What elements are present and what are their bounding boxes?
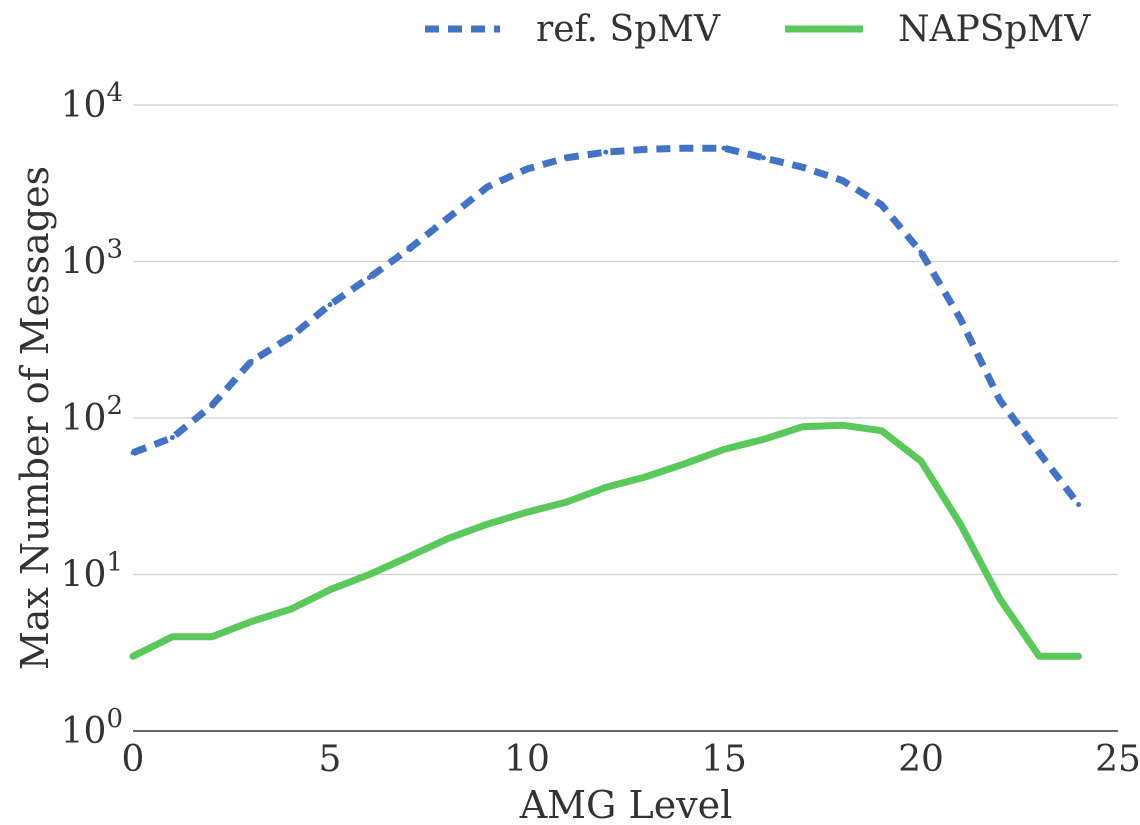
data-point bbox=[839, 177, 845, 183]
x-axis-label: AMG Level bbox=[519, 783, 733, 825]
data-point bbox=[209, 634, 215, 640]
data-point bbox=[563, 499, 569, 505]
data-point bbox=[327, 302, 333, 308]
data-point bbox=[1036, 450, 1042, 456]
data-point bbox=[406, 554, 412, 560]
y-tick-exponent: 0 bbox=[106, 704, 123, 734]
ref-spmv-series-line bbox=[131, 144, 1082, 507]
legend-label: NAPSpMV bbox=[898, 9, 1091, 50]
data-point bbox=[248, 358, 254, 364]
x-tick-label: 20 bbox=[898, 739, 944, 780]
data-point bbox=[721, 145, 727, 151]
y-tick-label: 102 bbox=[61, 391, 123, 439]
data-point bbox=[327, 587, 333, 593]
y-tick-exponent: 2 bbox=[106, 391, 123, 421]
data-point bbox=[1076, 502, 1082, 508]
data-point bbox=[918, 249, 924, 255]
data-point bbox=[839, 422, 845, 428]
data-point bbox=[997, 596, 1003, 602]
data-point bbox=[445, 535, 451, 541]
grid-layer bbox=[133, 104, 1118, 576]
y-tick-base: 10 bbox=[61, 711, 107, 752]
data-point bbox=[209, 403, 215, 409]
data-point bbox=[288, 606, 294, 612]
data-point bbox=[682, 145, 688, 151]
data-point bbox=[800, 164, 806, 170]
data-point bbox=[603, 149, 609, 155]
data-point bbox=[879, 428, 885, 434]
legend-label: ref. SpMV bbox=[536, 9, 721, 50]
data-point bbox=[800, 424, 806, 430]
data-point bbox=[366, 572, 372, 577]
data-point bbox=[760, 155, 766, 161]
x-tick-label: 10 bbox=[504, 739, 550, 780]
y-tick-base: 10 bbox=[61, 555, 107, 596]
y-tick-base: 10 bbox=[61, 242, 107, 283]
data-point bbox=[130, 450, 136, 456]
y-tick-label: 101 bbox=[61, 548, 123, 596]
data-point bbox=[524, 166, 530, 172]
y-tick-exponent: 4 bbox=[106, 78, 123, 108]
y-tick-base: 10 bbox=[61, 398, 107, 439]
data-point bbox=[524, 509, 530, 515]
data-point bbox=[169, 634, 175, 640]
data-point bbox=[957, 316, 963, 322]
y-tick-label: 103 bbox=[61, 235, 123, 283]
legend: ref. SpMV NAPSpMV bbox=[425, 9, 1091, 50]
data-point bbox=[485, 521, 491, 527]
data-point bbox=[682, 461, 688, 467]
data-point bbox=[760, 436, 766, 442]
y-tick-exponent: 1 bbox=[106, 548, 123, 578]
data-point bbox=[721, 446, 727, 452]
data-point bbox=[485, 184, 491, 190]
data-point bbox=[406, 246, 412, 252]
series-layer bbox=[129, 144, 1083, 660]
data-point bbox=[1036, 653, 1042, 659]
x-tick-label: 0 bbox=[122, 739, 145, 780]
y-tick-base: 10 bbox=[61, 85, 107, 126]
data-point bbox=[288, 334, 294, 340]
data-point bbox=[603, 484, 609, 490]
data-point bbox=[445, 215, 451, 221]
data-point bbox=[957, 521, 963, 527]
data-point bbox=[248, 619, 254, 625]
data-point bbox=[169, 435, 175, 441]
data-point bbox=[563, 155, 569, 161]
data-point bbox=[366, 275, 372, 281]
napspmv-series-line bbox=[129, 421, 1083, 660]
x-tick-label: 15 bbox=[701, 739, 747, 780]
data-point bbox=[642, 146, 648, 152]
data-point bbox=[1076, 653, 1082, 659]
y-tick-label: 104 bbox=[61, 78, 123, 126]
data-point bbox=[997, 397, 1003, 403]
data-point bbox=[130, 653, 136, 659]
data-point bbox=[918, 458, 924, 464]
data-point bbox=[879, 202, 885, 208]
y-tick-exponent: 3 bbox=[106, 235, 123, 265]
y-tick-label: 100 bbox=[61, 704, 123, 752]
data-point bbox=[642, 474, 648, 480]
y-axis-label: Max Number of Messages bbox=[13, 166, 57, 670]
x-tick-label: 5 bbox=[319, 739, 342, 780]
x-tick-label: 25 bbox=[1095, 739, 1140, 780]
